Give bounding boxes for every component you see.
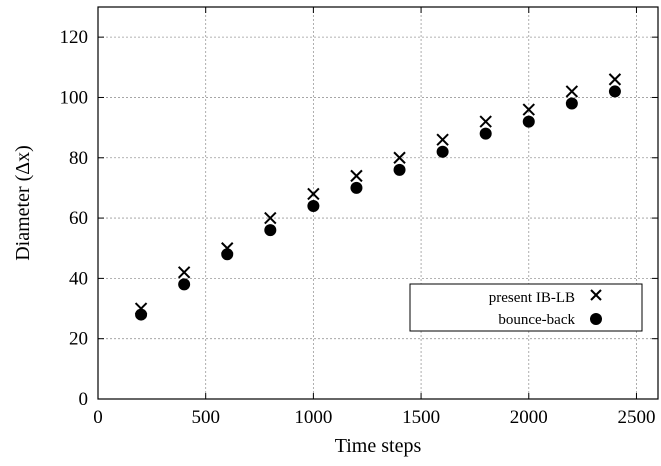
dot-point	[178, 278, 191, 291]
x-tick-label: 500	[191, 407, 220, 428]
y-tick-label: 40	[69, 268, 88, 289]
cross-point	[436, 133, 449, 146]
x-tick-label: 2500	[617, 407, 655, 428]
dot-point	[565, 97, 578, 110]
x-tick-label: 1000	[294, 407, 332, 428]
cross-point	[350, 169, 363, 183]
legend-box	[409, 283, 643, 332]
legend-marker-cross	[590, 289, 602, 301]
legend-marker-dot	[590, 313, 602, 325]
legend: present IB-LB bounce-back	[409, 283, 643, 332]
y-tick-label: 60	[69, 208, 88, 229]
data-marks	[134, 73, 622, 321]
cross-point	[264, 211, 277, 225]
y-tick-label: 0	[79, 389, 89, 410]
y-tick-label: 100	[60, 87, 89, 108]
dot-point	[522, 115, 535, 128]
x-tick-label: 0	[93, 407, 103, 428]
dot-point	[393, 163, 406, 176]
dot-point	[221, 248, 234, 261]
y-axis-label: Diameter (Δx)	[12, 145, 34, 261]
dot-point	[307, 200, 320, 213]
x-axis-label: Time steps	[335, 435, 422, 457]
legend-label-bounce-back: bounce-back	[498, 312, 575, 328]
plot-frame	[97, 6, 659, 400]
dot-point	[135, 308, 148, 321]
tick-labels: 0 500 1000 1500 2000 2500 0 20 40 60 80 100 120	[60, 27, 656, 428]
dot-point	[436, 145, 449, 158]
cross-point	[608, 73, 622, 86]
dot-point	[264, 224, 277, 237]
cross-point	[479, 115, 492, 128]
dot-point	[479, 127, 492, 140]
cross-point	[307, 187, 320, 201]
x-tick-label: 2000	[510, 407, 548, 428]
y-tick-label: 20	[69, 329, 88, 350]
x-tick-label: 1500	[402, 407, 440, 428]
y-tick-label: 120	[60, 27, 89, 48]
dot-point	[608, 85, 621, 98]
cross-point	[177, 266, 191, 279]
cross-point	[565, 85, 579, 98]
axis-ticks	[97, 7, 658, 400]
y-tick-label: 80	[69, 148, 88, 169]
cross-point	[522, 103, 535, 116]
dot-point	[350, 181, 363, 194]
grid	[98, 7, 658, 399]
legend-label-present-ib-lb: present IB-LB	[489, 290, 575, 306]
cross-point	[393, 151, 406, 164]
